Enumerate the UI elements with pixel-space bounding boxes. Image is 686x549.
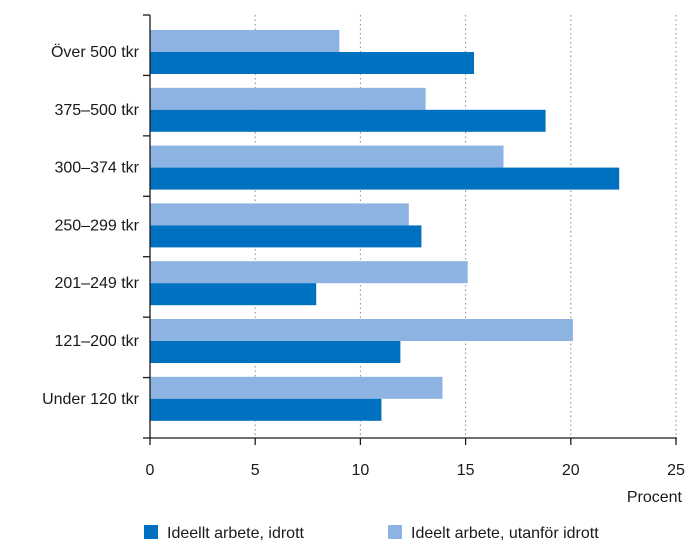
category-label: 375–500 tkr bbox=[54, 102, 139, 119]
axes bbox=[143, 14, 677, 445]
category-label: 300–374 tkr bbox=[54, 160, 139, 177]
legend-label: Ideellt arbete, idrott bbox=[167, 525, 305, 542]
bar-utanfor-idrott-3 bbox=[150, 203, 409, 226]
x-axis-label: Procent bbox=[627, 489, 683, 506]
bar-idrott-2 bbox=[150, 167, 620, 190]
bar-utanfor-idrott-2 bbox=[150, 145, 504, 168]
bar-utanfor-idrott-4 bbox=[150, 261, 468, 284]
category-label: Under 120 tkr bbox=[42, 391, 140, 408]
legend: Ideellt arbete, idrott Ideelt arbete, uta… bbox=[144, 525, 599, 542]
labels: Över 500 tkr 375–500 tkr 300–374 tkr 250–29… bbox=[42, 43, 685, 506]
bar-idrott-1 bbox=[150, 109, 546, 132]
bar-utanfor-idrott-6 bbox=[150, 376, 443, 399]
bar-idrott-3 bbox=[150, 225, 422, 248]
legend-label: Ideelt arbete, utanför idrott bbox=[411, 525, 599, 542]
bar-idrott-0 bbox=[150, 52, 475, 74]
x-tick-label: 25 bbox=[667, 462, 685, 479]
bar-utanfor-idrott-5 bbox=[150, 319, 573, 341]
legend-swatch bbox=[144, 525, 158, 539]
x-tick-label: 5 bbox=[251, 462, 260, 479]
bars bbox=[150, 30, 620, 421]
bar-utanfor-idrott-0 bbox=[150, 30, 340, 52]
category-label: 250–299 tkr bbox=[54, 217, 139, 234]
bar-idrott-5 bbox=[150, 341, 401, 363]
x-tick-label: 0 bbox=[146, 462, 155, 479]
bar-idrott-4 bbox=[150, 283, 317, 306]
bar-utanfor-idrott-1 bbox=[150, 87, 426, 110]
bar-idrott-6 bbox=[150, 398, 382, 421]
category-label: Över 500 tkr bbox=[51, 43, 140, 61]
x-tick-label: 10 bbox=[352, 462, 370, 479]
category-label: 201–249 tkr bbox=[54, 275, 139, 292]
legend-swatch bbox=[388, 525, 402, 539]
x-tick-label: 20 bbox=[562, 462, 580, 479]
x-tick-label: 15 bbox=[457, 462, 475, 479]
category-label: 121–200 tkr bbox=[54, 333, 139, 350]
